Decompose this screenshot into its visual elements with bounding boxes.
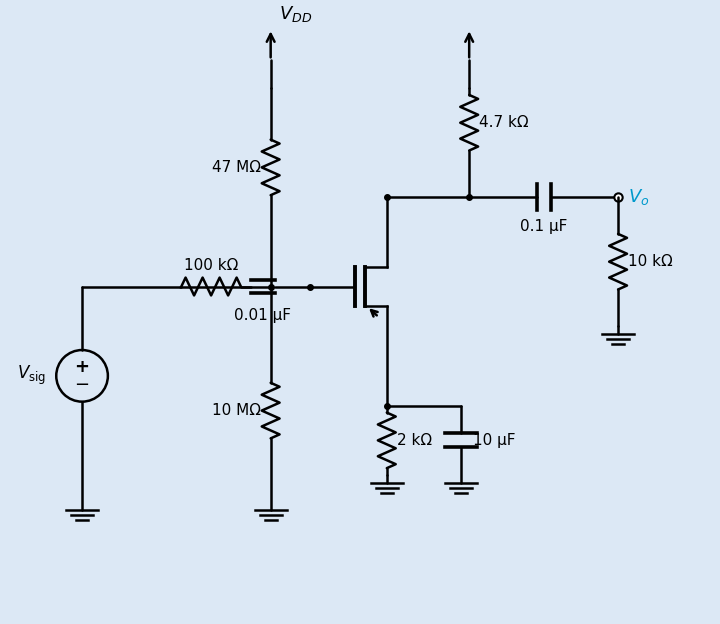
Text: 2 kΩ: 2 kΩ (397, 433, 432, 448)
Text: 10 μF: 10 μF (473, 433, 516, 448)
Text: $V_{\mathrm{sig}}$: $V_{\mathrm{sig}}$ (17, 364, 46, 388)
Text: 0.1 μF: 0.1 μF (520, 219, 567, 234)
Text: 0.01 μF: 0.01 μF (234, 308, 291, 323)
Text: 10 kΩ: 10 kΩ (628, 254, 672, 269)
Text: 100 kΩ: 100 kΩ (184, 258, 238, 273)
Text: −: − (74, 376, 89, 394)
Text: $V_{DD}$: $V_{DD}$ (279, 4, 312, 24)
Text: $V_o$: $V_o$ (628, 187, 649, 207)
Text: 4.7 kΩ: 4.7 kΩ (479, 115, 528, 130)
Text: 10 MΩ: 10 MΩ (212, 403, 261, 418)
Text: +: + (75, 358, 89, 376)
Text: 47 MΩ: 47 MΩ (212, 160, 261, 175)
